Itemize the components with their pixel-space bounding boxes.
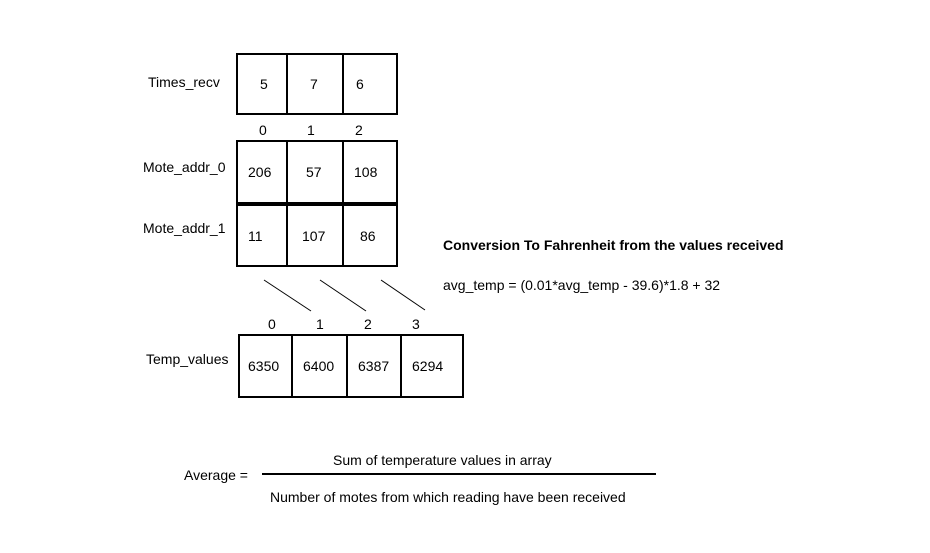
times-recv-cell-0: 5: [238, 55, 288, 113]
times-recv-label: Times_recv: [148, 74, 220, 90]
fraction-bar: [262, 473, 656, 475]
conversion-title: Conversion To Fahrenheit from the values…: [443, 237, 784, 253]
mote-addr-1-cell-1: 107: [288, 206, 344, 265]
mote-addr-1-array: 11 107 86: [236, 204, 398, 267]
mote-addr-0-cell-0: 206: [238, 142, 288, 202]
temp-values-array: 6350 6400 6387 6294: [238, 334, 464, 398]
temp-values-cell-3: 6294: [412, 358, 444, 374]
times-recv-cell-1: 7: [288, 55, 344, 113]
connector-line-0: [263, 279, 312, 312]
temp-values-label: Temp_values: [146, 351, 229, 367]
mote-addr-0-array: 206 57 108: [236, 140, 398, 204]
temp-values-cell-1: 6400: [293, 336, 348, 396]
temp-index-2: 2: [364, 316, 372, 332]
temp-index-0: 0: [268, 316, 276, 332]
conversion-formula: avg_temp = (0.01*avg_temp - 39.6)*1.8 + …: [443, 277, 721, 293]
temp-values-cell-2: 6387: [348, 336, 402, 396]
temp-values-cell-0: 6350: [240, 336, 293, 396]
times-recv-array: 5 7 6: [236, 53, 398, 115]
temp-index-1: 1: [316, 316, 324, 332]
average-numerator: Sum of temperature values in array: [333, 452, 552, 468]
mote-addr-0-cell-1: 57: [288, 142, 344, 202]
mote-addr-0-label: Mote_addr_0: [143, 159, 226, 175]
temp-index-3: 3: [412, 316, 420, 332]
mote-index-2: 2: [355, 122, 363, 138]
mote-addr-1-cell-0: 11: [238, 206, 288, 265]
mote-addr-1-label: Mote_addr_1: [143, 220, 226, 236]
times-recv-cell-2: 6: [356, 76, 364, 92]
connector-line-1: [319, 279, 367, 312]
mote-addr-0-cell-2: 108: [354, 164, 378, 180]
average-denominator: Number of motes from which reading have …: [270, 489, 626, 505]
mote-addr-1-cell-2: 86: [360, 227, 376, 244]
average-label: Average =: [184, 467, 248, 483]
mote-index-1: 1: [307, 122, 315, 138]
connector-line-2: [380, 279, 426, 311]
mote-index-0: 0: [259, 122, 267, 138]
